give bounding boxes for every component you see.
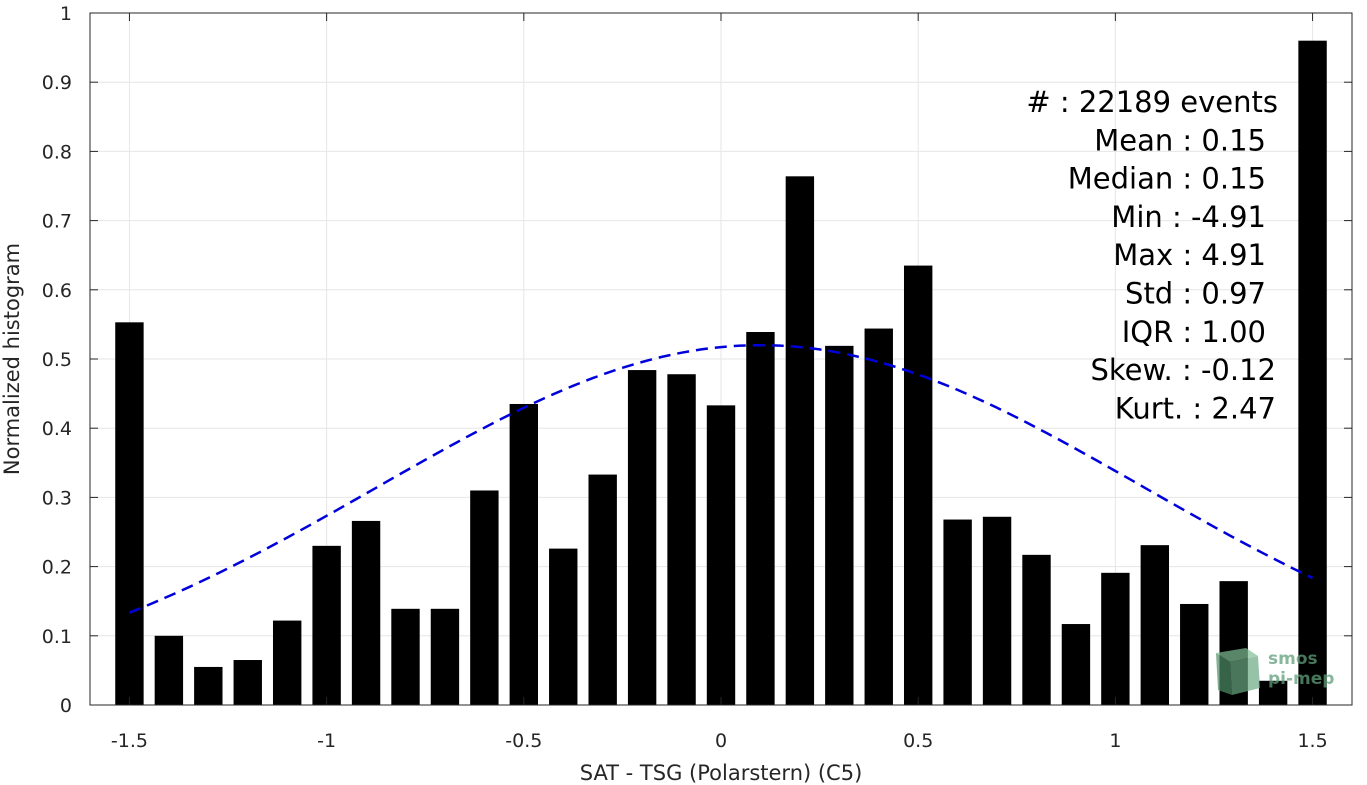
y-tick-label-5: 0.5 [42, 349, 72, 371]
x-axis-label: SAT - TSG (Polarstern) (C5) [580, 761, 863, 785]
bar-18 [825, 345, 854, 705]
bars [115, 40, 1327, 706]
bar-22 [982, 516, 1012, 705]
y-tick-label-3: 0.3 [42, 487, 72, 509]
bar-4 [272, 620, 302, 705]
x-tick-label-6: 1.5 [1297, 730, 1327, 752]
statistics-annotations: # : 22189 events Mean : 0.15 Median : 0.15… [1026, 85, 1278, 425]
y-tick-label-6: 0.6 [42, 280, 72, 302]
bar-25 [1101, 572, 1130, 705]
bar-13 [627, 370, 657, 705]
bar-8 [430, 608, 460, 705]
bar-30 [1298, 40, 1327, 706]
x-tick-labels: -1.5 -1 -0.5 0 0.5 1 1.5 [111, 730, 1328, 752]
y-tick-label-10: 1 [60, 3, 72, 25]
bar-12 [588, 474, 617, 705]
bar-20 [903, 265, 933, 705]
bar-26 [1140, 545, 1170, 705]
bar-1 [154, 635, 184, 705]
bar-6 [351, 520, 381, 705]
stat-annotation-5: Std : 0.97 [1125, 277, 1266, 311]
logo-line2: pi-mep [1268, 669, 1334, 689]
bar-10 [509, 403, 539, 705]
stat-annotation-6: IQR : 1.00 [1122, 315, 1266, 349]
bar-27 [1180, 603, 1209, 705]
y-tick-labels: 0 0.1 0.2 0.3 0.4 0.5 0.6 0.7 0.8 0.9 1 [42, 3, 72, 717]
bar-16 [746, 332, 775, 705]
x-tick-label-5: 1 [1109, 730, 1121, 752]
stat-annotation-7: Skew. : -0.12 [1090, 353, 1276, 387]
bar-11 [549, 548, 578, 705]
bar-19 [864, 328, 893, 705]
bar-2 [194, 666, 223, 705]
x-tick-label-2: -0.5 [505, 730, 542, 752]
bar-14 [667, 374, 696, 705]
bar-5 [312, 545, 341, 705]
x-tick-label-1: -1 [317, 730, 336, 752]
bar-21 [943, 519, 972, 705]
bar-15 [706, 405, 736, 705]
y-tick-label-7: 0.7 [42, 211, 72, 233]
bar-29 [1258, 680, 1288, 705]
bar-7 [391, 608, 420, 705]
stat-annotation-8: Kurt. : 2.47 [1115, 391, 1276, 425]
y-tick-label-1: 0.1 [42, 626, 72, 648]
y-tick-label-4: 0.4 [42, 418, 72, 440]
y-tick-label-2: 0.2 [42, 557, 72, 579]
stat-annotation-3: Min : -4.91 [1111, 200, 1266, 234]
x-tick-label-0: -1.5 [111, 730, 148, 752]
bar-9 [470, 490, 499, 705]
stat-annotation-4: Max : 4.91 [1113, 238, 1266, 272]
stat-annotation-0: # : 22189 events [1026, 85, 1278, 119]
stat-annotation-2: Median : 0.15 [1068, 162, 1266, 196]
y-tick-label-8: 0.8 [42, 141, 72, 163]
bar-24 [1061, 624, 1091, 705]
ticks [90, 12, 1352, 706]
y-tick-label-0: 0 [60, 695, 72, 717]
bar-17 [785, 176, 815, 705]
x-tick-label-3: 0 [715, 730, 727, 752]
bar-3 [233, 660, 262, 705]
logo-line1: smos [1268, 649, 1318, 669]
y-tick-label-9: 0.9 [42, 72, 72, 94]
x-tick-label-4: 0.5 [903, 730, 933, 752]
bar-23 [1022, 554, 1051, 705]
y-axis-label: Normalized histogram [0, 243, 24, 475]
stat-annotation-1: Mean : 0.15 [1094, 123, 1266, 157]
gaussian-fit-curve [128, 343, 1314, 614]
bar-0 [115, 322, 144, 705]
logo-cube-icon [1216, 648, 1260, 695]
smos-pi-mep-logo: smos pi-mep [1216, 648, 1334, 695]
